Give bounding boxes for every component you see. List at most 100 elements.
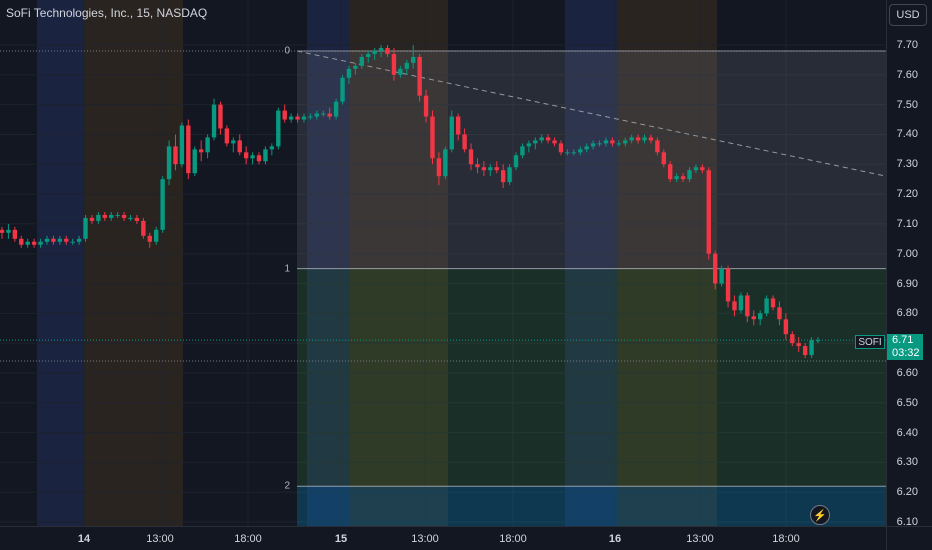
candle-body [288, 116, 294, 120]
time-tick-label: 14 [77, 533, 91, 545]
candle-body [398, 68, 403, 75]
candle-body [12, 229, 18, 239]
time-tick-label: 13:00 [686, 533, 714, 545]
fib-level-label: 2 [284, 480, 290, 492]
candle-body [539, 137, 544, 141]
price-tick-label: 6.20 [896, 486, 918, 499]
time-tick-label: 18:00 [234, 533, 262, 545]
candle-body [648, 137, 654, 141]
candle-body [327, 113, 332, 117]
price-tick-label: 7.50 [896, 98, 918, 111]
candle-body [269, 146, 275, 150]
candle-body [378, 47, 384, 51]
time-tick-label: 18:00 [772, 533, 800, 545]
candle-body [558, 143, 564, 153]
time-axis[interactable]: 14 13:00 18:00 15 13:00 18:00 16 13:00 18:00 [0, 526, 886, 550]
candle-body [102, 214, 108, 218]
candle-body [276, 110, 281, 147]
candle-body [308, 116, 313, 118]
candle-body [655, 140, 660, 153]
time-tick-label: 13:00 [146, 533, 174, 545]
price-tick-label: 6.90 [896, 277, 918, 290]
session-band [565, 0, 618, 526]
candle-body [494, 167, 499, 171]
candle-body [468, 149, 474, 165]
candle-body [353, 65, 358, 69]
currency-button[interactable]: USD [889, 4, 927, 26]
candle-body [186, 125, 191, 174]
candlestick-chart[interactable] [0, 0, 886, 526]
candle-body [179, 125, 185, 165]
candle-body [500, 170, 506, 183]
candle-body [635, 137, 641, 141]
price-axis[interactable]: 7.70 7.60 7.50 7.40 7.30 7.20 7.10 7.00 6.90 6.80… [886, 0, 932, 528]
candle-body [513, 155, 519, 168]
candle-body [417, 56, 422, 96]
candle-body [764, 298, 769, 314]
price-tick-label: 6.40 [896, 426, 918, 439]
candle-body [0, 229, 5, 233]
chart-title: SoFi Technologies, Inc., 15, NASDAQ [6, 6, 208, 20]
symbol-tag: SOFI [855, 335, 885, 349]
candle-body [83, 217, 88, 239]
price-tick-label: 6.10 [896, 516, 918, 528]
candle-body [256, 155, 262, 162]
candle-body [411, 56, 416, 63]
candle-body [809, 340, 814, 356]
candle-body [507, 167, 512, 183]
candle-body [520, 146, 525, 156]
candle-body [166, 146, 172, 180]
candle-body [301, 116, 307, 120]
candle-body [366, 53, 371, 57]
price-tick-label: 6.60 [896, 366, 918, 379]
candle-body [385, 47, 390, 54]
candle-body [783, 319, 789, 335]
candle-body [642, 137, 647, 141]
candle-body [372, 50, 377, 54]
candle-body [526, 143, 532, 147]
candle-body [738, 295, 744, 311]
candle-body [44, 238, 50, 242]
candle-body [481, 167, 487, 171]
candle-body [687, 170, 692, 180]
price-tick-label: 6.30 [896, 456, 918, 469]
candle-body [89, 217, 95, 221]
candle-body [455, 116, 461, 135]
candle-body [790, 334, 795, 344]
candle-body [571, 152, 577, 154]
candle-body [295, 116, 300, 120]
candle-body [751, 316, 756, 320]
candle-body [578, 149, 583, 153]
bar-countdown: 03:32 [892, 347, 920, 359]
candle-body [141, 220, 146, 236]
price-tick-label: 7.10 [896, 217, 918, 230]
candle-body [623, 140, 628, 144]
session-band [350, 0, 448, 526]
candle-body [462, 134, 467, 150]
candle-body [64, 238, 69, 242]
candle-body [629, 137, 634, 141]
candle-body [693, 167, 699, 171]
time-tick-label: 16 [608, 533, 622, 545]
candle-body [449, 116, 454, 150]
candle-body [430, 116, 435, 159]
candle-body [436, 158, 442, 177]
candle-body [19, 238, 24, 245]
lightning-icon[interactable]: ⚡ [810, 505, 830, 525]
time-tick-label: 15 [334, 533, 348, 545]
candle-body [680, 176, 686, 180]
candle-body [552, 140, 557, 144]
candle-body [757, 313, 763, 320]
candle-body [154, 229, 159, 242]
candle-body [6, 229, 11, 233]
candle-body [243, 152, 249, 159]
candle-body [147, 235, 152, 242]
candle-body [597, 143, 602, 145]
candle-body [57, 238, 63, 242]
candle-body [321, 113, 326, 115]
candle-body [160, 179, 165, 230]
candle-body [674, 176, 679, 180]
price-tick-label: 6.50 [896, 396, 918, 409]
candle-body [314, 113, 320, 117]
